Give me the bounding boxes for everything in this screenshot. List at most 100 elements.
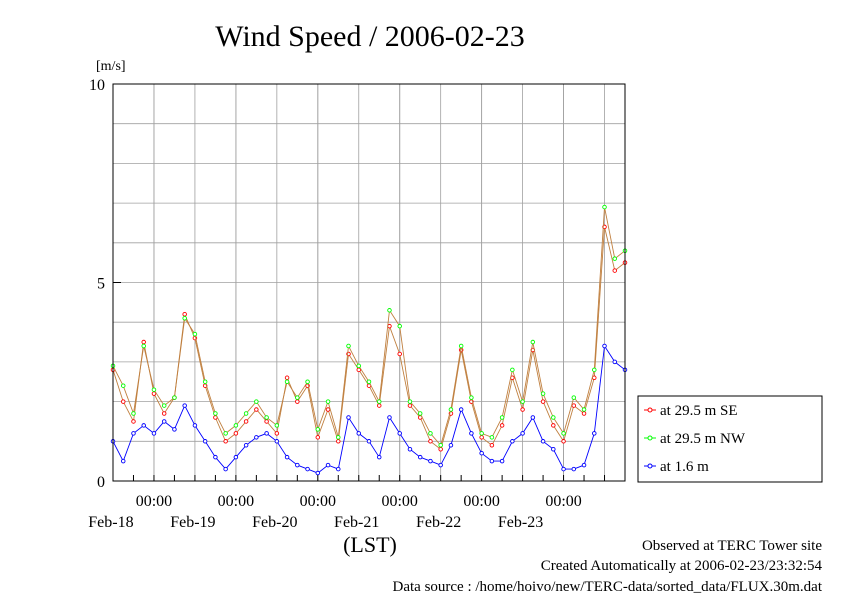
legend-swatch-marker (647, 407, 653, 413)
data-point (295, 462, 300, 468)
data-point (489, 443, 495, 448)
data-point (376, 399, 382, 404)
data-point (233, 454, 239, 460)
data-point (376, 454, 382, 460)
data-point (336, 439, 341, 444)
data-point (202, 379, 208, 385)
series-layer (110, 204, 628, 476)
data-point (182, 315, 187, 321)
data-point (192, 423, 198, 428)
data-point (540, 391, 546, 396)
data-point (530, 339, 536, 345)
data-point (346, 415, 351, 420)
data-point (489, 458, 495, 464)
data-point (561, 466, 566, 472)
legend-box (637, 395, 823, 483)
legend-entry-label: at 29.5 m NW (660, 431, 746, 447)
data-point (346, 343, 351, 349)
data-point (274, 439, 280, 444)
data-point (417, 454, 423, 460)
x-tick-date-label: Feb-18 (88, 514, 133, 531)
x-tick-date-label: Feb-22 (416, 514, 461, 531)
data-point (417, 411, 423, 416)
data-point (356, 363, 362, 369)
data-point (264, 419, 269, 424)
data-point (131, 411, 136, 416)
data-point (387, 308, 392, 313)
data-point (571, 395, 577, 400)
data-point (428, 439, 433, 444)
data-point (397, 431, 402, 436)
data-point (479, 450, 484, 456)
data-point (151, 387, 157, 392)
data-point (233, 423, 239, 428)
data-point (551, 415, 556, 420)
x-axis-label: (LST) (343, 532, 397, 557)
data-point (182, 312, 187, 317)
data-point (499, 458, 505, 464)
data-point (458, 343, 464, 349)
data-point (202, 439, 208, 444)
data-point (499, 415, 505, 420)
data-point (602, 343, 607, 349)
data-point (428, 458, 433, 464)
data-point (592, 431, 597, 436)
data-point (213, 454, 218, 460)
data-point (315, 435, 321, 440)
data-point (581, 411, 587, 416)
y-tick-label: 5 (97, 276, 105, 293)
data-point (469, 395, 474, 400)
data-point (520, 399, 525, 404)
data-point (284, 375, 290, 381)
data-point (336, 466, 341, 472)
data-point (325, 462, 331, 468)
data-point (551, 446, 556, 452)
legend-swatch-marker (647, 463, 653, 469)
data-point (243, 419, 249, 424)
data-point (407, 403, 413, 408)
data-point (540, 439, 546, 444)
data-point (120, 383, 126, 388)
data-point (612, 256, 618, 261)
x-tick-time-label: 00:00 (381, 493, 417, 510)
data-point (182, 403, 187, 408)
y-axis-unit-label: [m/s] (96, 59, 126, 74)
series-2 (110, 204, 628, 448)
footer-site: Observed at TERC Tower site (642, 538, 822, 554)
data-point (254, 435, 259, 440)
data-point (581, 407, 587, 412)
data-point (510, 439, 515, 444)
data-point (315, 470, 321, 476)
data-point (448, 407, 454, 412)
data-point (366, 379, 372, 385)
data-point (458, 407, 464, 412)
data-point (172, 395, 177, 400)
data-point (520, 407, 525, 412)
data-point (366, 439, 372, 444)
data-point (561, 431, 566, 436)
data-point (469, 431, 474, 436)
data-point (120, 399, 126, 404)
data-point (356, 431, 362, 436)
data-point (387, 415, 392, 420)
data-point (151, 431, 157, 436)
data-point (243, 411, 249, 416)
data-point (407, 399, 413, 404)
data-point (274, 423, 280, 428)
x-tick-time-label: 00:00 (218, 493, 254, 510)
data-point (315, 427, 321, 432)
data-point (295, 399, 300, 404)
chart-title: Wind Speed / 2006-02-23 (215, 20, 525, 53)
x-tick-time-label: 00:00 (300, 493, 336, 510)
data-point (243, 443, 249, 448)
data-point (131, 419, 136, 424)
data-point (428, 431, 433, 436)
x-tick-date-label: Feb-19 (170, 514, 215, 531)
footer-created: Created Automatically at 2006-02-23/23:3… (541, 558, 823, 574)
data-point (325, 399, 331, 404)
data-point (479, 431, 484, 436)
data-point (336, 435, 341, 440)
data-point (284, 379, 290, 385)
data-point (131, 431, 136, 436)
